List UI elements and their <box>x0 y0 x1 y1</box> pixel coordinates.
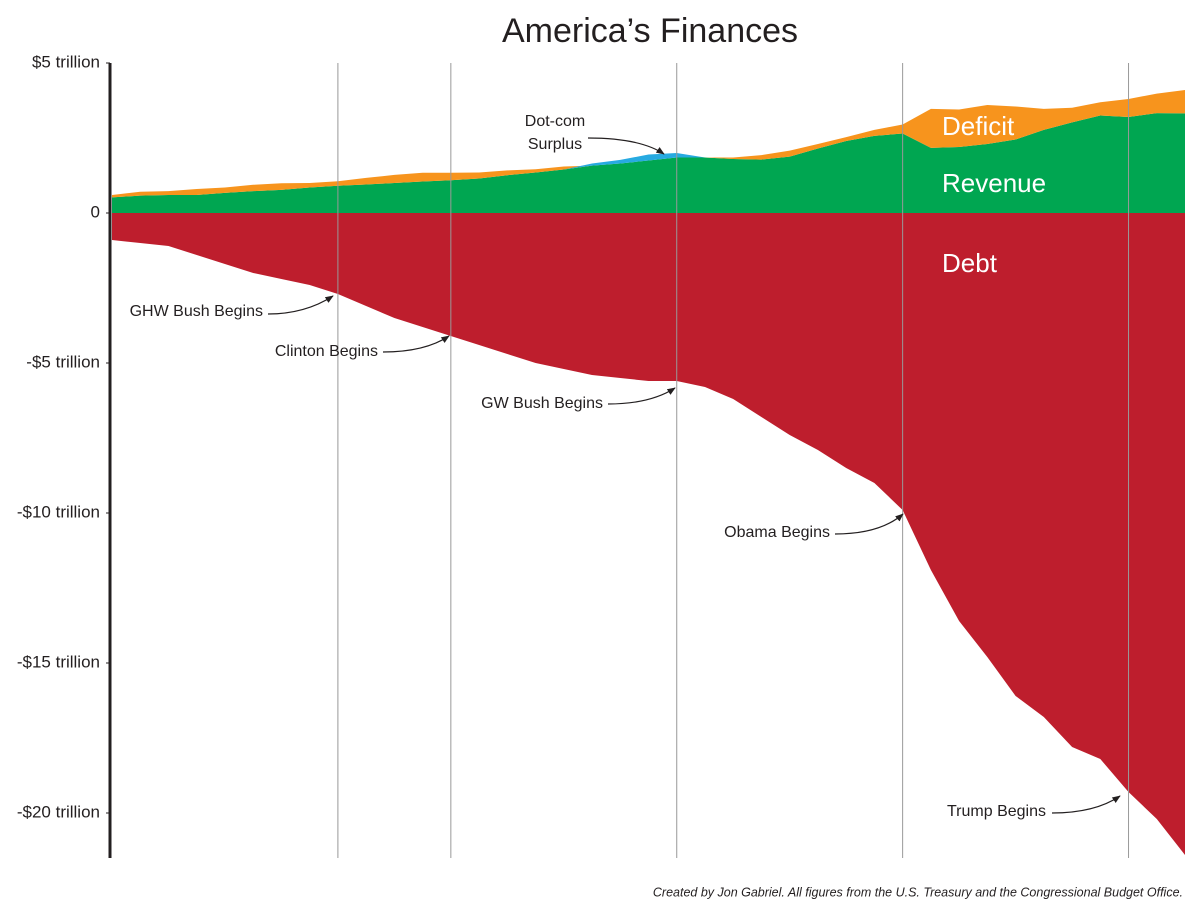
annotation-arrow <box>607 387 676 405</box>
annotation: Clinton Begins <box>275 343 378 360</box>
annotation: Trump Begins <box>947 803 1046 820</box>
y-tick-label: -$5 trillion <box>26 352 100 371</box>
annotation: Dot-com Surplus <box>525 113 585 153</box>
annotation-arrow <box>834 513 904 535</box>
annotation-arrow <box>267 295 334 315</box>
series-label: Revenue <box>942 168 1046 198</box>
y-tick-label: 0 <box>91 202 100 221</box>
y-tick-label: -$15 trillion <box>17 652 100 671</box>
series-label: Debt <box>942 248 998 278</box>
surplus-area <box>112 113 1185 198</box>
annotation: GW Bush Begins <box>481 395 603 412</box>
annotation-arrow <box>1051 795 1121 814</box>
debt-area <box>112 213 1185 855</box>
y-tick-label: -$10 trillion <box>17 502 100 521</box>
annotation: Obama Begins <box>724 524 830 541</box>
annotation: GHW Bush Begins <box>130 303 263 320</box>
annotation-arrow <box>382 335 450 353</box>
y-tick-label: $5 trillion <box>32 52 100 71</box>
series-label: Deficit <box>942 111 1015 141</box>
chart-title: America’s Finances <box>502 12 798 50</box>
deficit-area <box>112 90 1185 198</box>
revenue-area <box>112 113 1185 213</box>
y-tick-label: -$20 trillion <box>17 802 100 821</box>
source-note: Created by Jon Gabriel. All figures from… <box>653 885 1183 899</box>
annotation-arrow <box>587 137 665 155</box>
